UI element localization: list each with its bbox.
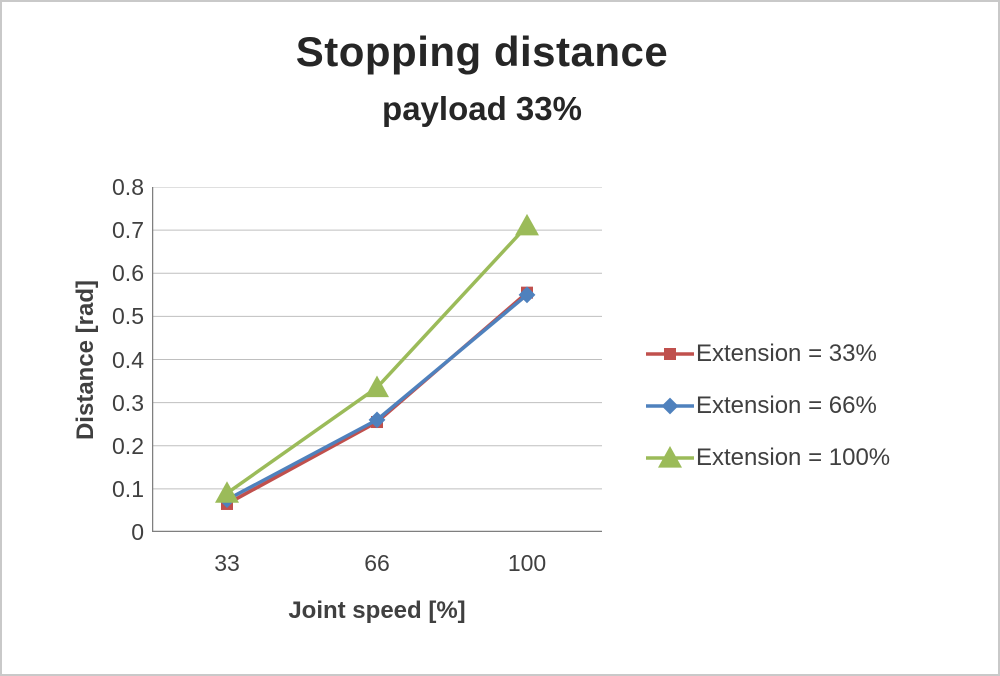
data-point-triangle	[215, 481, 239, 503]
data-point-triangle	[515, 213, 539, 236]
y-tick-label: 0.5	[112, 303, 144, 330]
y-tick-label: 0.3	[112, 389, 144, 416]
x-tick-label: 66	[364, 550, 390, 576]
data-point-diamond	[661, 397, 679, 415]
chart-title: Stopping distance	[295, 28, 669, 75]
y-tick-label: 0.6	[112, 260, 144, 287]
data-point-square	[664, 348, 676, 360]
plot-svg	[151, 186, 602, 533]
legend-item: Extension = 100%	[646, 444, 986, 472]
legend-item: Extension = 66%	[646, 392, 986, 420]
data-point-diamond	[518, 286, 536, 304]
chart-subtitle: payload 33%	[382, 90, 582, 127]
legend-item: Extension = 33%	[646, 340, 986, 368]
legend-marker-square	[646, 348, 694, 360]
data-point-triangle	[658, 446, 682, 468]
legend-marker-triangle	[646, 446, 694, 468]
x-tick-label: 100	[507, 550, 547, 576]
y-tick-label: 0.2	[112, 432, 144, 459]
data-point-triangle	[365, 375, 389, 398]
legend-label: Extension = 100%	[696, 444, 891, 471]
plot-area	[151, 186, 602, 533]
x-axis-title: Joint speed [%]	[288, 597, 466, 624]
legend: Extension = 33% Extension = 66% Extension …	[646, 340, 986, 472]
legend-label: Extension = 66%	[696, 392, 877, 419]
legend-marker-diamond	[646, 397, 694, 415]
series-line	[225, 293, 529, 502]
y-tick-label: 0.7	[112, 217, 144, 244]
y-tick-label: 0.4	[112, 346, 144, 373]
x-tick-label: 33	[214, 550, 240, 576]
y-tick-label: 0	[131, 519, 144, 545]
legend-label: Extension = 33%	[696, 340, 877, 367]
series-line	[225, 290, 529, 506]
y-tick-label: 0.8	[112, 174, 144, 200]
y-tick-label: 0.1	[112, 475, 144, 502]
